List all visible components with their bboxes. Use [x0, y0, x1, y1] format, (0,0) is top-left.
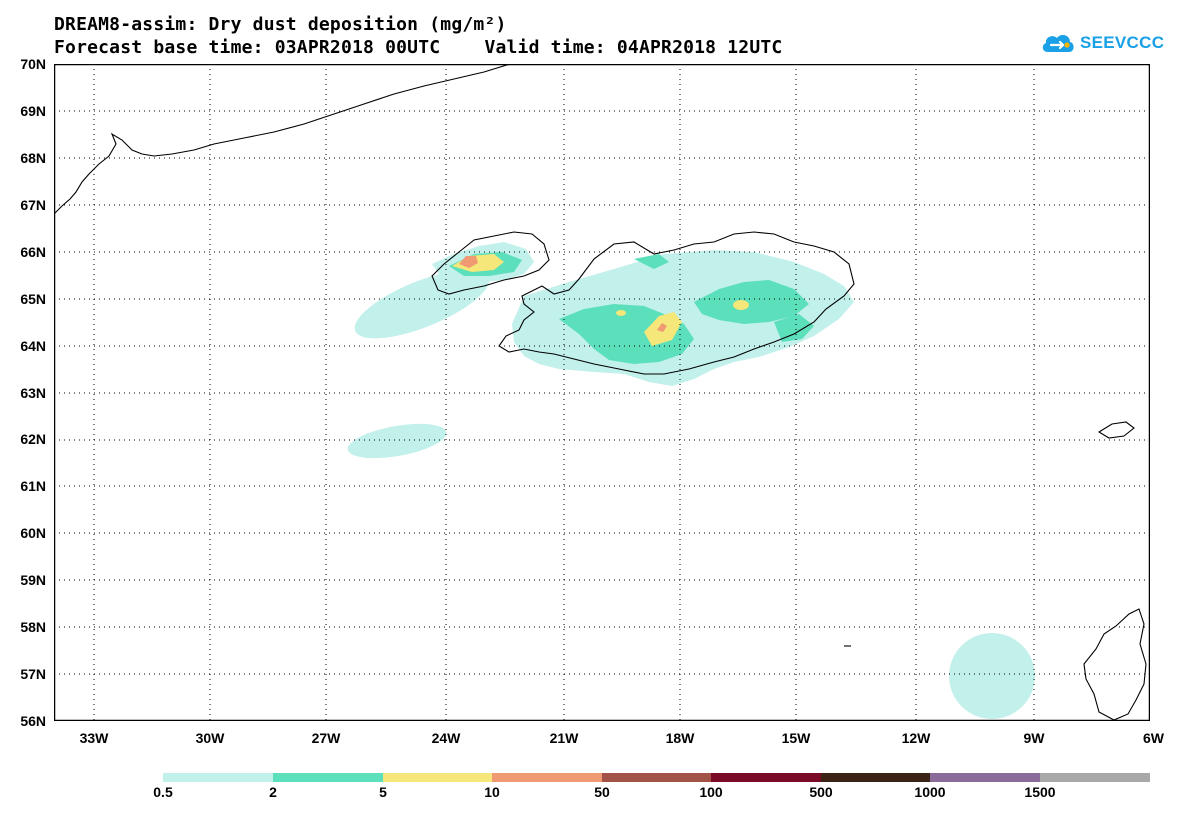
coastline-faroe — [1097, 421, 1135, 439]
colorbar-label: 1000 — [914, 784, 946, 800]
colorbar-label: 1500 — [1024, 784, 1056, 800]
colorbar-segment — [383, 773, 492, 782]
colorbar-label: 10 — [484, 784, 500, 800]
dust-area-east — [774, 314, 814, 342]
coastline-westfjords — [431, 231, 550, 295]
colorbar-segment — [1040, 773, 1150, 782]
coastline-iceland-main — [498, 231, 855, 375]
cloud-logo-icon — [1042, 34, 1074, 52]
map-panel — [54, 64, 1150, 721]
colorbar-segment — [492, 773, 602, 782]
colorbar-segment — [821, 773, 930, 782]
chart-subtitle: Forecast base time: 03APR2018 00UTC Vali… — [54, 37, 783, 58]
coastline-greenland — [54, 64, 511, 215]
colorbar-segment — [163, 773, 273, 782]
gridlines — [54, 64, 1150, 721]
lat-label: 62N — [20, 431, 46, 447]
lat-label: 65N — [20, 291, 46, 307]
colorbar-label: 2 — [269, 784, 277, 800]
lat-label: 57N — [20, 666, 46, 682]
lon-label: 33W — [79, 730, 109, 746]
colorbar-segment — [711, 773, 821, 782]
map-frame — [54, 64, 1150, 721]
colorbar-label: 500 — [809, 784, 833, 800]
lat-label: 66N — [20, 244, 46, 260]
dust-deposition-field — [347, 242, 1035, 719]
dust-area-orange-2 — [459, 256, 478, 268]
coastline-scotland — [1083, 608, 1147, 721]
dust-area-orange-1 — [657, 323, 667, 332]
dust-area-scotland — [949, 633, 1035, 719]
lat-label: 67N — [20, 197, 46, 213]
lon-label: 21W — [549, 730, 579, 746]
colorbar-label: 100 — [699, 784, 723, 800]
lat-label: 58N — [20, 619, 46, 635]
lon-label: 9W — [1023, 730, 1045, 746]
dust-area-southwest — [347, 423, 447, 459]
lat-label: 64N — [20, 338, 46, 354]
colorbar-segment — [602, 773, 711, 782]
dust-area-yellow-3 — [616, 310, 626, 316]
lat-label: 63N — [20, 385, 46, 401]
colorbar-label: 0.5 — [153, 784, 173, 800]
lat-label: 59N — [20, 572, 46, 588]
chart-title: DREAM8-assim: Dry dust deposition (mg/m²… — [54, 14, 507, 35]
seevccc-logo: SEEVCCC — [1040, 28, 1164, 58]
lat-label: 69N — [20, 103, 46, 119]
lon-label: 15W — [781, 730, 811, 746]
colorbar — [163, 773, 1150, 782]
coastlines — [54, 64, 1147, 721]
lat-label: 60N — [20, 525, 46, 541]
lat-label: 70N — [20, 56, 46, 72]
lat-label: 61N — [20, 478, 46, 494]
lon-label: 24W — [431, 730, 461, 746]
colorbar-label: 5 — [379, 784, 387, 800]
lat-label: 56N — [20, 713, 46, 729]
dust-area-north — [634, 254, 669, 269]
lon-label: 18W — [665, 730, 695, 746]
lon-label: 30W — [195, 730, 225, 746]
lat-label: 68N — [20, 150, 46, 166]
dust-area-westfjords-plume — [354, 269, 490, 339]
lon-label: 12W — [901, 730, 931, 746]
colorbar-segment — [930, 773, 1040, 782]
lon-label: 27W — [311, 730, 341, 746]
colorbar-segment — [273, 773, 383, 782]
lon-label: 6W — [1143, 730, 1164, 746]
dust-area-yellow-2 — [733, 300, 749, 310]
colorbar-label: 50 — [594, 784, 610, 800]
logo-text: SEEVCCC — [1080, 33, 1165, 52]
dust-area-central-1 — [694, 280, 809, 324]
